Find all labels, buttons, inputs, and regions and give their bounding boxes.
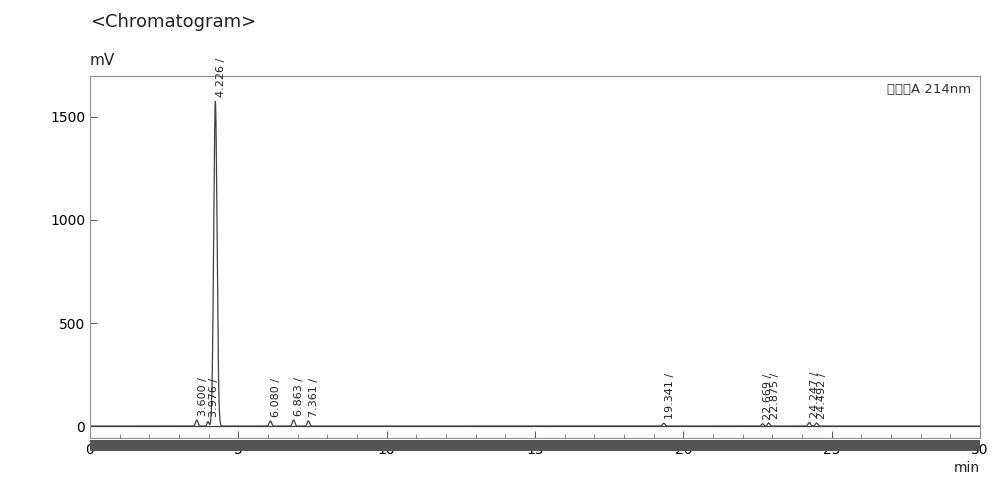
Text: 6.080 /: 6.080 / [271,378,281,417]
Text: 19.341 /: 19.341 / [665,373,675,419]
Text: 22.875 /: 22.875 / [770,372,780,419]
Text: 24.247 /: 24.247 / [810,372,820,418]
Text: 3.600 /: 3.600 / [198,377,208,416]
Text: <Chromatogram>: <Chromatogram> [90,13,256,31]
Text: 24.492 /: 24.492 / [817,372,827,419]
Text: 4.226 /: 4.226 / [216,58,226,97]
Text: 6.863 /: 6.863 / [294,377,304,416]
Text: 検測器A 214nm: 検測器A 214nm [887,83,971,96]
Text: 3.976 /: 3.976 / [209,379,219,417]
Text: 22.669 /: 22.669 / [763,373,773,419]
Text: 7.361 /: 7.361 / [309,378,319,417]
Text: min: min [954,461,980,475]
Text: mV: mV [90,53,115,68]
